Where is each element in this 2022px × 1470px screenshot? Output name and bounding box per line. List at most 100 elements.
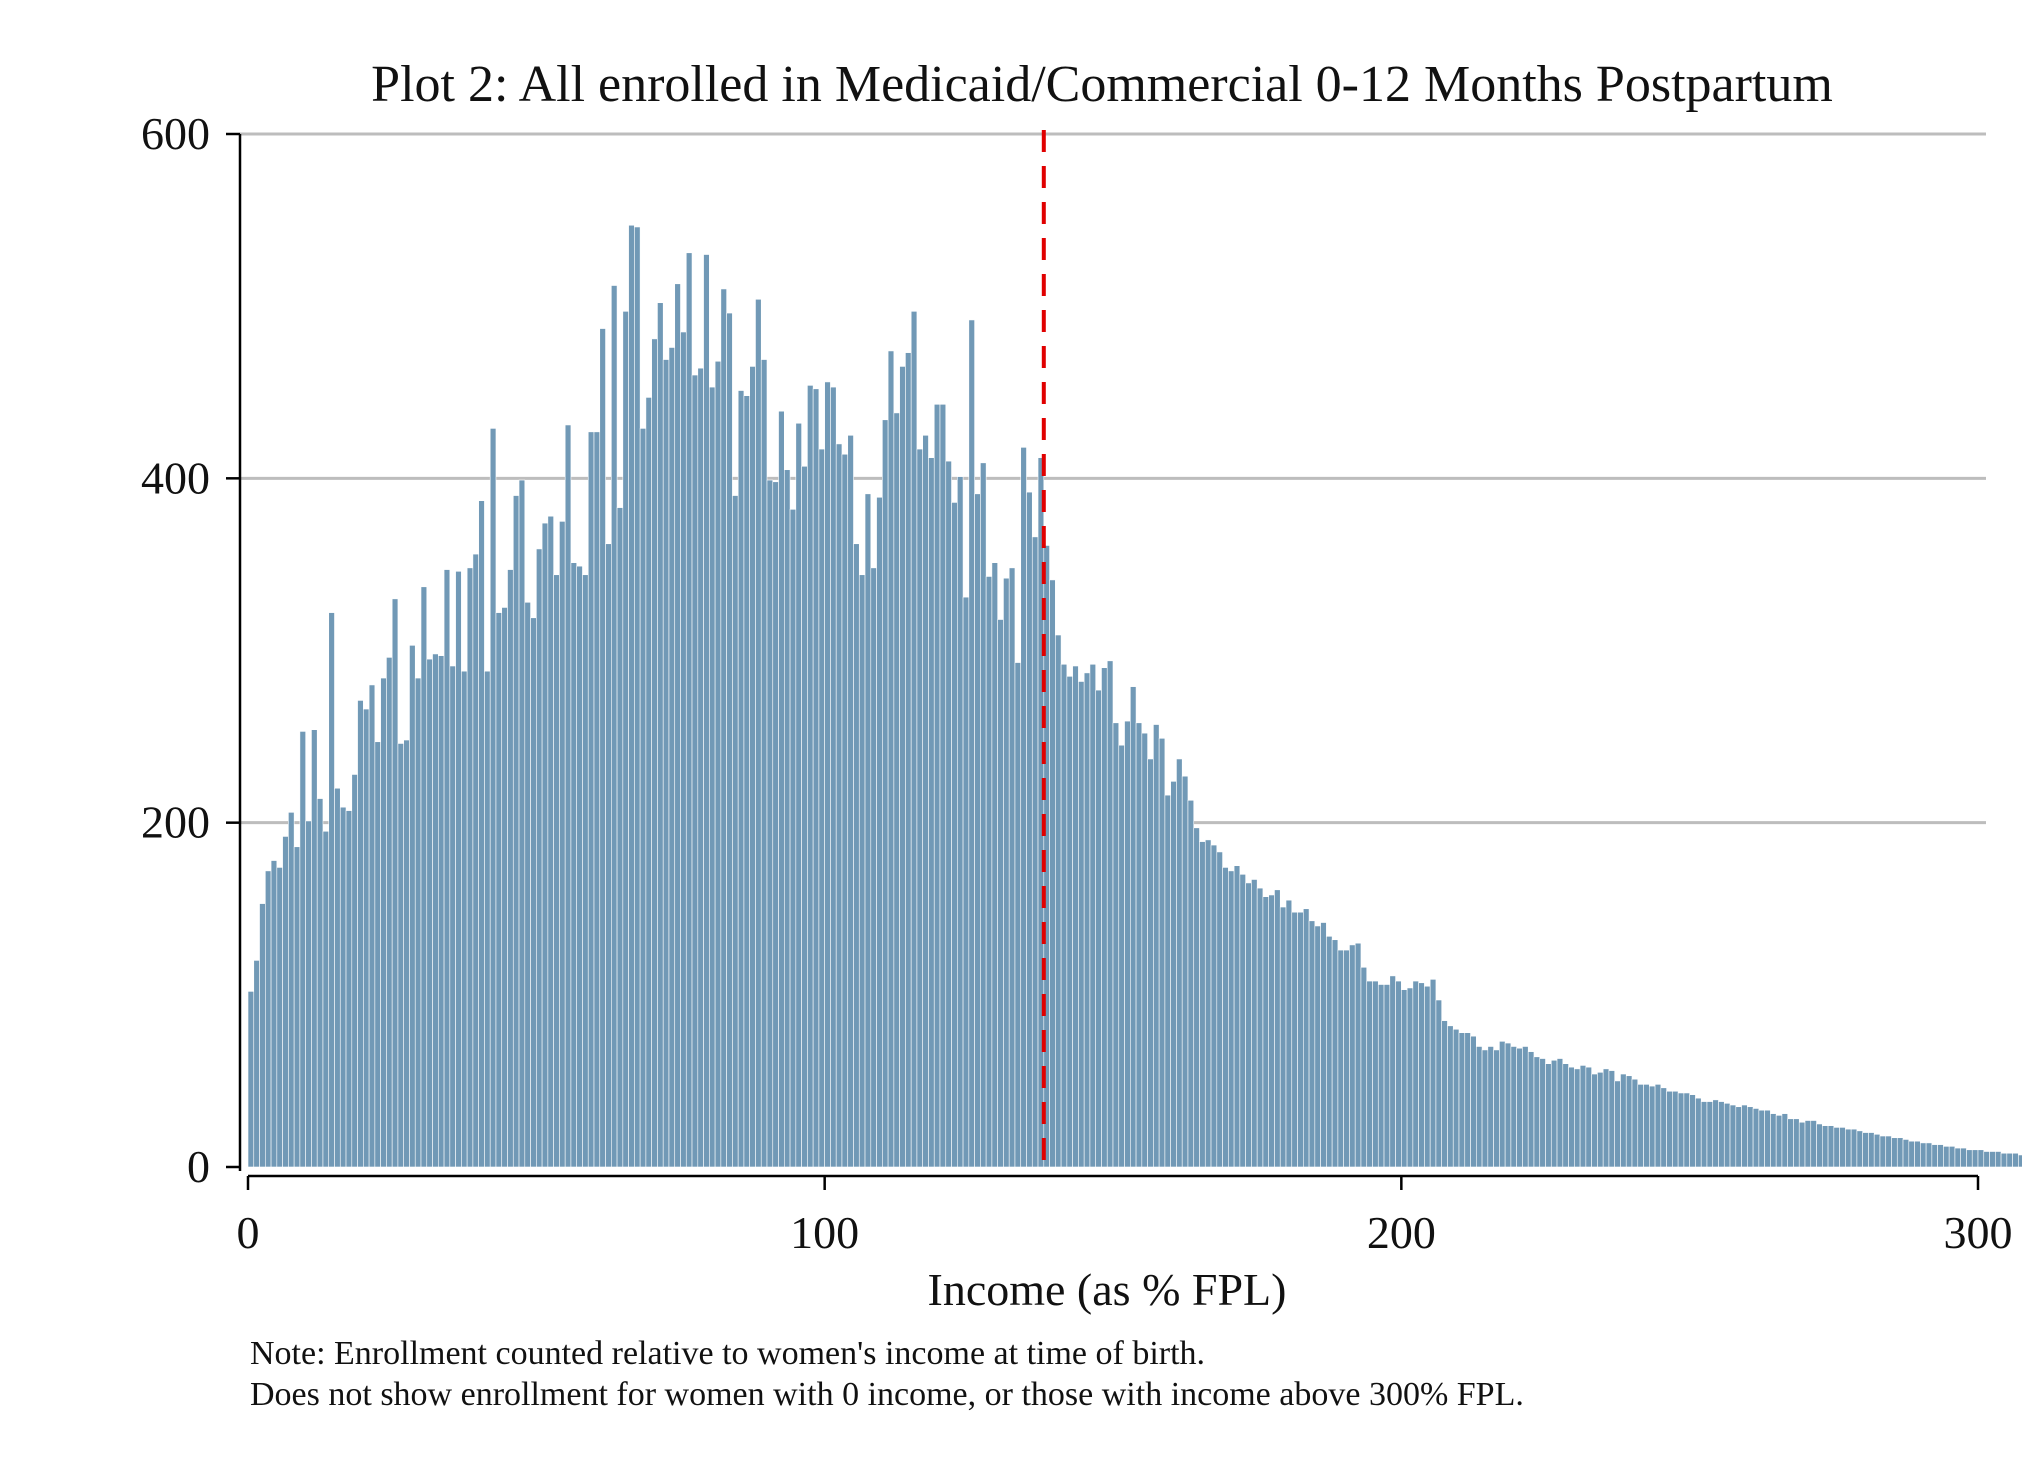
histogram-bar: [1620, 1073, 1627, 1168]
histogram-bar: [449, 665, 456, 1168]
histogram-bar: [553, 574, 560, 1168]
histogram-bar: [1331, 939, 1339, 1168]
histogram-bar: [524, 601, 531, 1168]
histogram-bar: [316, 798, 324, 1168]
histogram-bar: [1256, 887, 1264, 1168]
histogram-bar: [1666, 1090, 1673, 1168]
histogram-bar: [1995, 1151, 2002, 1168]
histogram-bar: [1106, 660, 1114, 1168]
histogram-bar: [1770, 1113, 1777, 1168]
histogram-bar: [1193, 827, 1200, 1168]
histogram-bar: [1522, 1046, 1529, 1168]
histogram-bar: [662, 359, 670, 1168]
histogram-bar: [414, 677, 422, 1168]
histogram-bar: [1885, 1135, 1892, 1168]
histogram-bar: [299, 731, 306, 1168]
histogram-bar: [709, 386, 716, 1168]
histogram-bar: [1170, 781, 1177, 1168]
histogram-bar: [501, 607, 508, 1168]
histogram-bar: [339, 806, 347, 1168]
histogram-bar: [495, 612, 503, 1168]
histogram-bar: [1793, 1118, 1800, 1168]
histogram-bar: [1406, 987, 1414, 1168]
histogram-bar: [864, 493, 872, 1168]
histogram-bar: [887, 350, 895, 1168]
histogram-bar: [599, 328, 606, 1168]
histogram-bar: [1856, 1130, 1863, 1168]
note-line-1: Note: Enrollment counted relative to wom…: [250, 1335, 1205, 1372]
histogram-bar: [305, 820, 312, 1168]
histogram-bar: [1349, 944, 1356, 1168]
histogram-bar: [1360, 966, 1368, 1168]
histogram-bar: [1274, 889, 1281, 1168]
histogram-bar: [1487, 1046, 1494, 1168]
histogram-bar: [1781, 1113, 1789, 1168]
histogram-bar: [1504, 1042, 1512, 1168]
x-tick-label: 100: [790, 1207, 859, 1258]
histogram-bar: [1625, 1075, 1633, 1168]
histogram-bar: [1354, 942, 1362, 1168]
histogram-bar: [1366, 980, 1373, 1168]
histogram-bar: [391, 598, 399, 1168]
histogram-bar: [1078, 681, 1085, 1168]
x-axis-label: Income (as % FPL): [928, 1264, 1287, 1315]
histogram-bar: [720, 288, 727, 1168]
histogram-bar: [1135, 722, 1143, 1168]
histogram-bar: [1066, 676, 1073, 1168]
histogram-bar: [380, 677, 387, 1168]
histogram-bar: [1758, 1109, 1765, 1168]
histogram-bar: [334, 787, 341, 1168]
histogram-bar: [928, 457, 935, 1168]
histogram-bar: [1643, 1084, 1650, 1168]
histogram-bar: [1937, 1144, 1944, 1168]
histogram-bar: [639, 428, 647, 1168]
histogram-bar: [1775, 1115, 1783, 1168]
histogram-bar: [1060, 663, 1068, 1168]
histogram-bar: [610, 285, 618, 1168]
histogram-bar: [386, 657, 393, 1168]
histogram-bar: [461, 670, 468, 1168]
histogram-bar: [1943, 1146, 1950, 1168]
histogram-bar: [1118, 744, 1125, 1168]
histogram-bar: [1574, 1068, 1581, 1168]
histogram-bar: [703, 254, 710, 1168]
histogram-bar: [882, 419, 889, 1168]
histogram-bar: [749, 366, 756, 1168]
histogram-bar: [374, 741, 381, 1168]
histogram-bar: [1879, 1135, 1887, 1168]
histogram-bar: [1983, 1151, 1990, 1168]
histogram-bar: [1614, 1080, 1621, 1168]
histogram-bar: [1925, 1142, 1933, 1168]
histogram-bar: [1585, 1066, 1592, 1168]
histogram-bar: [1314, 925, 1321, 1168]
histogram-bar: [1562, 1063, 1569, 1168]
histogram-bar: [1677, 1092, 1685, 1168]
histogram-bar: [1297, 911, 1304, 1168]
histogram-bar: [288, 812, 295, 1168]
histogram-bar: [1418, 982, 1425, 1168]
histogram-bar: [1908, 1140, 1915, 1168]
histogram-bar: [1845, 1128, 1852, 1168]
histogram-bar: [668, 347, 676, 1168]
histogram-bar: [922, 434, 929, 1168]
histogram-bar: [956, 476, 964, 1168]
histogram-bar: [1839, 1127, 1846, 1168]
histogram-bar: [1510, 1046, 1517, 1168]
histogram-bar: [772, 481, 779, 1168]
histogram-bar: [1141, 732, 1148, 1168]
histogram-bar: [1833, 1127, 1840, 1168]
histogram-bar: [1268, 894, 1275, 1168]
histogram-bar: [1014, 662, 1022, 1168]
histogram-bar: [564, 424, 572, 1168]
histogram-bar: [1112, 722, 1120, 1168]
histogram-bar: [622, 311, 629, 1168]
histogram-bar: [1476, 1046, 1483, 1168]
histogram-bar: [1389, 975, 1396, 1168]
histogram-bar: [311, 729, 318, 1168]
histogram-bar: [835, 443, 843, 1168]
histogram-bar: [1689, 1094, 1696, 1168]
histogram-bar: [1637, 1084, 1644, 1168]
x-tick-label: 200: [1367, 1207, 1436, 1258]
histogram-bar: [985, 576, 993, 1168]
